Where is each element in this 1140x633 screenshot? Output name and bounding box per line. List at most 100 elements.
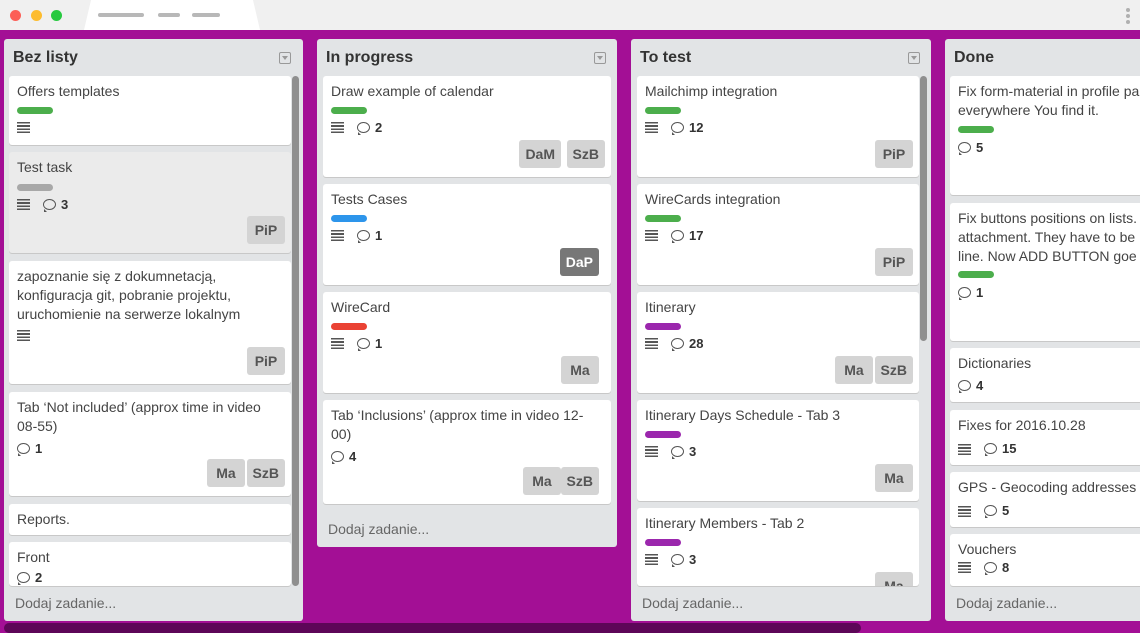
gray-label [17, 184, 53, 191]
card-title-line: everywhere You find it. [958, 102, 1099, 118]
card[interactable]: Offers templates [9, 76, 291, 145]
comment-count: 15 [984, 441, 1016, 456]
description-icon [958, 506, 971, 517]
minimize-window-icon[interactable] [31, 10, 42, 21]
description-icon [17, 199, 30, 210]
card[interactable]: WireCards integration 17 PiP [637, 184, 919, 285]
member-avatar[interactable]: DaM [519, 140, 561, 168]
comment-icon [671, 230, 684, 243]
card[interactable]: Fixes for 2016.10.28 15 [950, 410, 1140, 465]
tab-title-placeholder [192, 13, 220, 17]
comment-count: 12 [671, 120, 703, 135]
description-icon [645, 122, 658, 133]
member-avatar[interactable]: Ma [875, 572, 913, 586]
card[interactable]: Test task 3 PiP [9, 152, 291, 253]
member-avatar[interactable]: SzB [874, 356, 913, 384]
list-menu-icon[interactable] [594, 52, 606, 64]
card-title: Draw example of calendar [331, 83, 494, 99]
member-avatar[interactable]: Ma [875, 464, 913, 492]
add-card-button[interactable]: Dodaj zadanie... [328, 521, 430, 537]
comment-icon [984, 562, 997, 575]
member-avatar[interactable]: Ma [561, 356, 599, 384]
card[interactable]: Front 2 [9, 542, 291, 586]
card[interactable]: Tab ‘Not included’ (approx time in video… [9, 392, 291, 496]
description-icon [331, 230, 344, 241]
comment-count: 3 [671, 444, 696, 459]
list-title: Bez listy [13, 49, 78, 66]
member-avatar[interactable]: PiP [875, 248, 913, 276]
comment-icon [671, 554, 684, 567]
card-title: Fixes for 2016.10.28 [958, 417, 1086, 433]
description-icon [645, 338, 658, 349]
add-card-button[interactable]: Dodaj zadanie... [642, 595, 744, 611]
member-avatar[interactable]: SzB [566, 140, 605, 168]
list-scrollbar[interactable] [292, 76, 299, 586]
description-icon [645, 230, 658, 241]
description-icon [958, 444, 971, 455]
card-title: Test task [17, 159, 73, 175]
card-title: Itinerary [645, 299, 696, 315]
comment-count: 2 [17, 570, 42, 585]
comment-count: 2 [357, 120, 382, 135]
browser-tab[interactable] [84, 0, 260, 30]
member-avatar[interactable]: Ma [523, 467, 561, 495]
add-card-button[interactable]: Dodaj zadanie... [15, 595, 117, 611]
member-avatar[interactable]: Ma [207, 459, 245, 487]
card-title-line: line. Now ADD BUTTON goe [958, 248, 1137, 264]
list-in-progress: In progress Draw example of calendar 2 D… [317, 39, 617, 547]
member-avatar[interactable]: Ma [835, 356, 873, 384]
card-title: Offers templates [17, 83, 120, 99]
green-label [17, 107, 53, 114]
comment-count: 5 [984, 503, 1009, 518]
card[interactable]: Draw example of calendar 2 DaM SzB [323, 76, 611, 177]
purple-label [645, 323, 681, 330]
list-menu-icon[interactable] [908, 52, 920, 64]
member-avatar[interactable]: DaP [559, 248, 599, 276]
card[interactable]: Fix form-material in profile pa everywhe… [950, 76, 1140, 195]
member-avatar[interactable]: SzB [246, 459, 285, 487]
comment-icon [17, 443, 30, 456]
list-scrollbar[interactable] [920, 76, 927, 341]
card-title: zapoznanie się z dokumnetacją, konfigura… [17, 268, 241, 322]
description-icon [331, 338, 344, 349]
list-menu-icon[interactable] [279, 52, 291, 64]
maximize-window-icon[interactable] [51, 10, 62, 21]
comment-icon [331, 451, 344, 464]
green-label [331, 107, 367, 114]
member-avatar[interactable]: PiP [247, 347, 285, 375]
comment-icon [671, 446, 684, 459]
card[interactable]: zapoznanie się z dokumnetacją, konfigura… [9, 261, 291, 384]
card-title: WireCard [331, 299, 391, 315]
card-title: Mailchimp integration [645, 83, 778, 99]
card[interactable]: WireCard 1 Ma [323, 292, 611, 393]
list-title: In progress [326, 49, 414, 66]
card[interactable]: Itinerary Days Schedule - Tab 3 3 Ma [637, 400, 919, 501]
card[interactable]: Itinerary 28 Ma SzB [637, 292, 919, 393]
card[interactable]: Dictionaries 4 [950, 348, 1140, 402]
card[interactable]: Fix buttons positions on lists. attachme… [950, 203, 1140, 341]
description-icon [331, 122, 344, 133]
card[interactable]: Mailchimp integration 12 PiP [637, 76, 919, 177]
browser-menu-icon[interactable] [1126, 8, 1130, 26]
card-title: Itinerary Days Schedule - Tab 3 [645, 407, 841, 423]
comment-icon [958, 287, 971, 300]
card[interactable]: Tests Cases 1 DaP [323, 184, 611, 285]
member-avatar[interactable]: PiP [247, 216, 285, 244]
card[interactable]: Tab ‘Inclusions’ (approx time in video 1… [323, 400, 611, 504]
member-avatar[interactable]: SzB [560, 467, 599, 495]
comment-icon [984, 505, 997, 518]
card-title: Tab ‘Not included’ (approx time in video… [17, 399, 261, 434]
list-title: Done [954, 49, 994, 66]
add-card-button[interactable]: Dodaj zadanie... [956, 595, 1058, 611]
comment-count: 1 [357, 336, 382, 351]
card-title-line: Fix buttons positions on lists. [958, 210, 1137, 226]
board-horizontal-scrollbar[interactable] [4, 623, 861, 633]
card[interactable]: Itinerary Members - Tab 2 3 Ma [637, 508, 919, 586]
card-title: Tests Cases [331, 191, 408, 207]
card[interactable]: GPS - Geocoding addresses 5 [950, 472, 1140, 527]
card[interactable]: Vouchers 8 [950, 534, 1140, 586]
close-window-icon[interactable] [10, 10, 21, 21]
member-avatar[interactable]: PiP [875, 140, 913, 168]
card-title-line: Fix form-material in profile pa [958, 83, 1140, 99]
card[interactable]: Reports. [9, 504, 291, 535]
